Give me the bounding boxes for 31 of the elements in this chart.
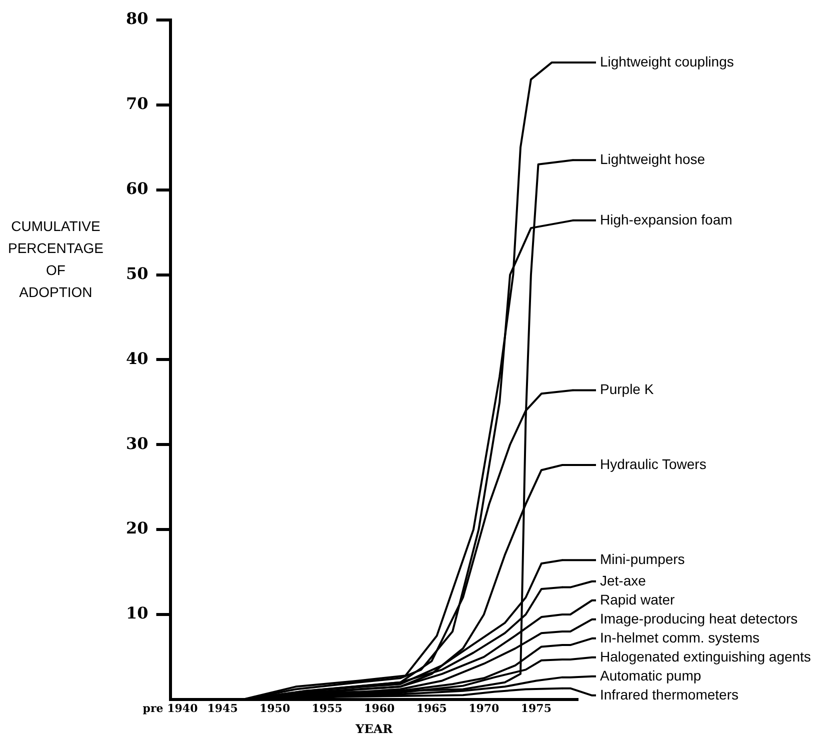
y-tick-label: 70: [126, 94, 148, 114]
y-tick-label: 40: [126, 348, 148, 368]
y-tick-label: 50: [126, 264, 148, 283]
x-axis-title: YEAR: [354, 722, 394, 736]
y-tick-label: 80: [126, 9, 148, 28]
legend-label: Image-producing heat detectors: [600, 610, 798, 626]
y-tick-label: 20: [126, 518, 148, 538]
x-tick-label: 1950: [260, 702, 290, 715]
legend-label: Hydraulic Towers: [600, 456, 706, 472]
y-tick-label: 60: [126, 179, 148, 198]
x-tick-label: pre 1940: [142, 702, 198, 715]
legend-label: Mini-pumpers: [600, 550, 685, 567]
x-tick-label: 1955: [312, 702, 342, 715]
x-tick-label: 1975: [520, 702, 552, 715]
legend-label: Infrared thermometers: [600, 686, 738, 702]
legend-label: Automatic pump: [600, 667, 702, 684]
y-tick-label: 30: [126, 434, 148, 453]
x-tick-label: 1960: [364, 702, 396, 715]
legend-label: In-helmet comm. systems: [600, 629, 760, 646]
x-tick-label: 1945: [207, 702, 238, 715]
y-axis-title: CUMULATIVE PERCENTAGE OF ADOPTION: [8, 217, 104, 302]
legend-label: Lightweight couplings: [600, 53, 734, 70]
y-tick-label: 10: [126, 604, 148, 623]
legend-label: Jet-axe: [600, 572, 646, 588]
legend-label: Halogenated extinguishing agents: [600, 648, 811, 664]
legend-label: High-expansion foam: [600, 211, 732, 228]
legend-label: Lightweight hose: [600, 150, 706, 167]
x-tick-label: 1965: [416, 702, 447, 715]
legend-label: Rapid water: [600, 591, 676, 608]
legend-label: Purple K: [600, 381, 654, 398]
x-tick-label: 1970: [468, 702, 500, 715]
